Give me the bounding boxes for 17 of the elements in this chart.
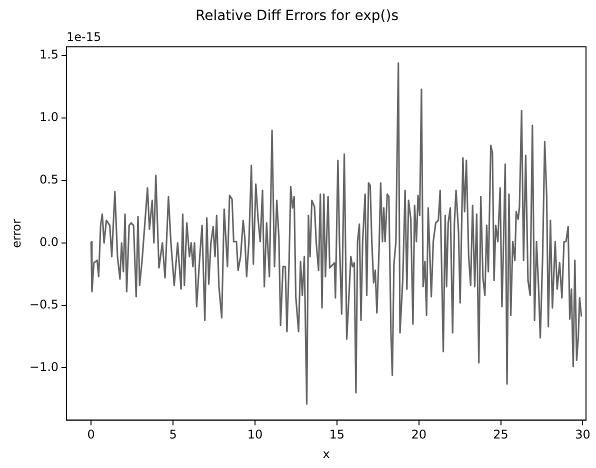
- x-tick-label: 15: [329, 428, 345, 442]
- x-tick-label: 10: [247, 428, 263, 442]
- y-axis-title: error: [9, 218, 24, 248]
- x-tick-label: 25: [493, 428, 508, 442]
- x-tick-label: 5: [169, 428, 177, 442]
- y-tick-label: 1.5: [39, 48, 59, 62]
- y-tick-label: 0.0: [39, 234, 59, 249]
- y-tick-label: −0.5: [29, 297, 59, 312]
- x-tick-label: 30: [575, 428, 590, 442]
- chart-title: Relative Diff Errors for exp()s: [196, 8, 398, 24]
- x-tick-label: 20: [411, 428, 426, 442]
- x-axis-title: x: [322, 446, 330, 461]
- text: 1e-15: [66, 30, 102, 44]
- y-tick-label: 1.0: [39, 110, 59, 124]
- y-tick-label: −1.0: [29, 360, 59, 374]
- y-tick-label: 0.5: [39, 172, 59, 187]
- x-tick-label: 0: [87, 428, 95, 442]
